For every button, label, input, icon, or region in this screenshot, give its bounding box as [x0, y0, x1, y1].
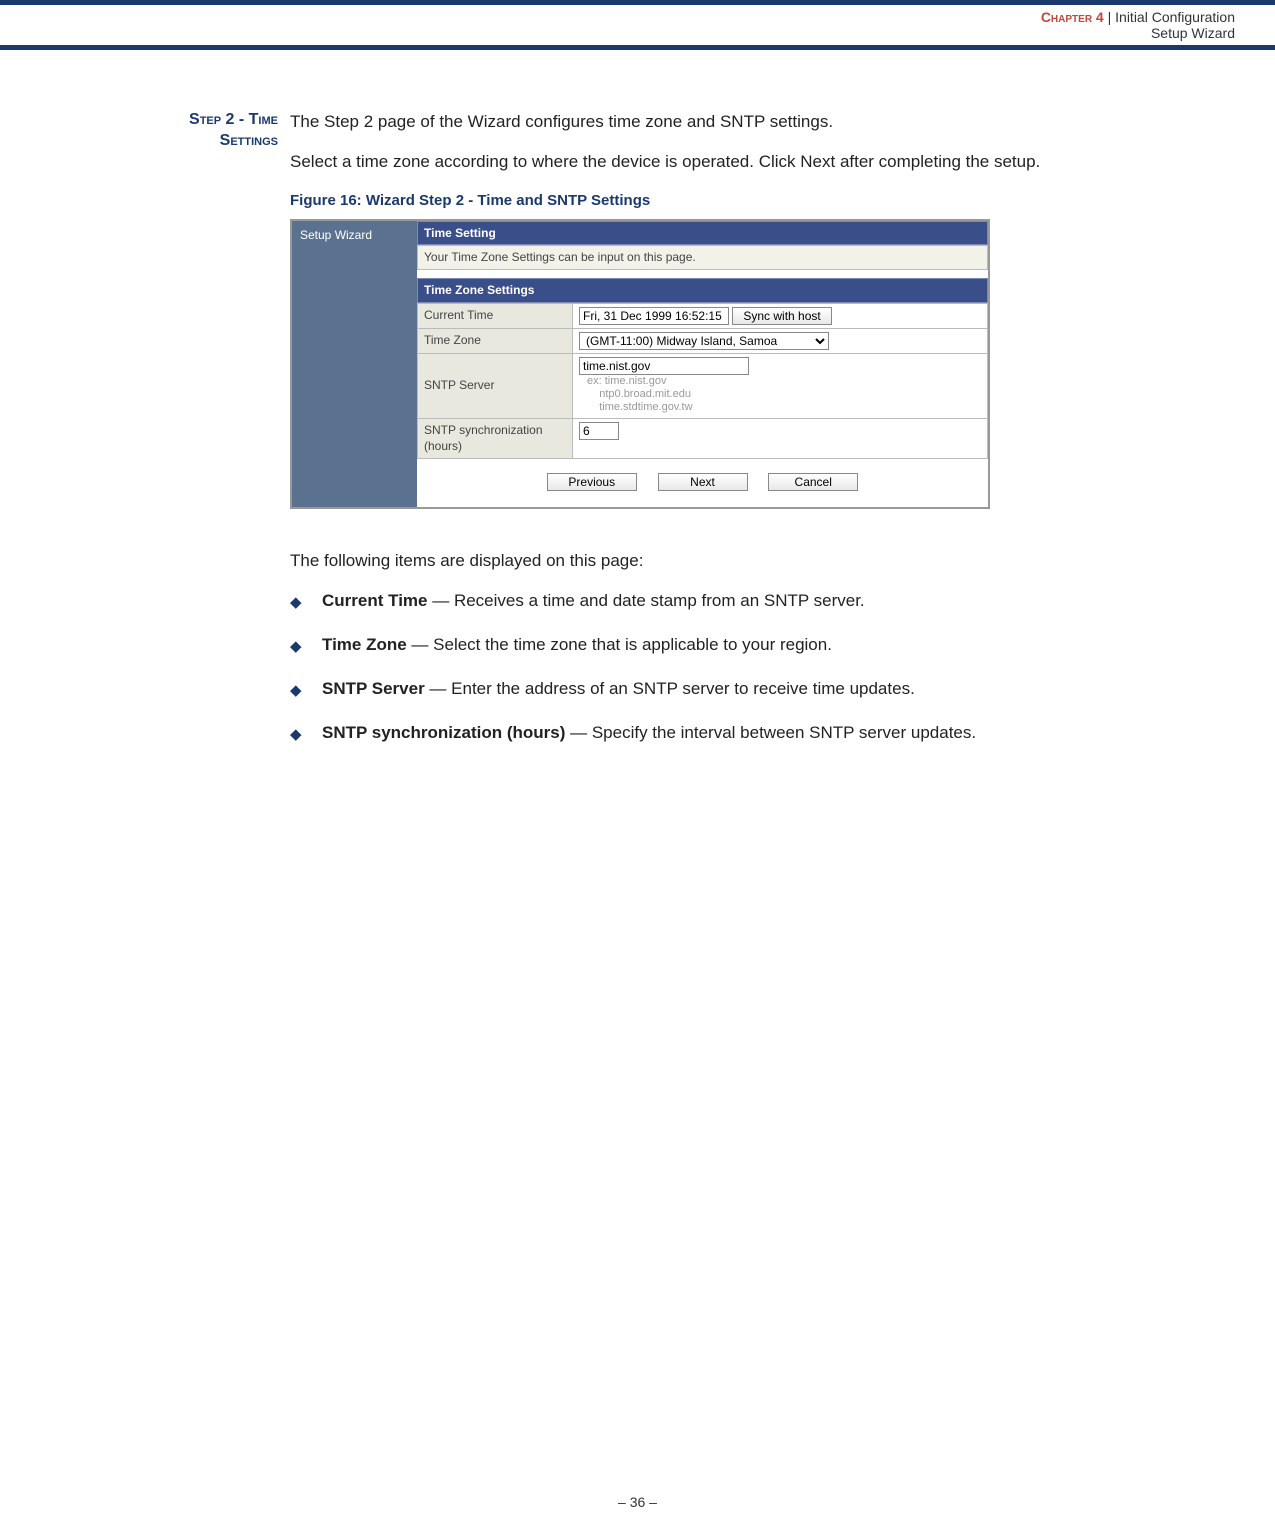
time-zone-label: Time Zone [418, 328, 573, 353]
sntp-server-label: SNTP Server [418, 353, 573, 418]
wizard-sidebar: Setup Wizard [292, 221, 417, 507]
sntp-sync-label: SNTP synchronization (hours) [418, 418, 573, 459]
item-text: SNTP synchronization (hours) — Specify t… [322, 721, 1235, 745]
diamond-bullet-icon: ◆ [290, 633, 322, 657]
settings-table: Current Time Sync with host Time Zone (G… [417, 303, 988, 459]
list-item: ◆ SNTP Server — Enter the address of an … [290, 677, 1235, 701]
content-area: Step 2 - Time Settings The Step 2 page o… [0, 50, 1275, 765]
sync-with-host-button[interactable]: Sync with host [732, 307, 831, 325]
previous-button[interactable]: Previous [547, 473, 637, 491]
diamond-bullet-icon: ◆ [290, 721, 322, 745]
side-heading-line2: Settings [220, 132, 278, 149]
diamond-bullet-icon: ◆ [290, 589, 322, 613]
wizard-button-row: Previous Next Cancel [417, 459, 988, 507]
current-time-label: Current Time [418, 303, 573, 328]
table-row: Current Time Sync with host [418, 303, 988, 328]
list-item: ◆ Time Zone — Select the time zone that … [290, 633, 1235, 657]
main-column: The Step 2 page of the Wizard configures… [290, 110, 1235, 765]
sntp-server-input[interactable] [579, 357, 749, 375]
section-side-heading: Step 2 - Time Settings [60, 110, 290, 765]
wizard-sidebar-label: Setup Wizard [300, 228, 372, 242]
list-item: ◆ Current Time — Receives a time and dat… [290, 589, 1235, 613]
chapter-separator: | [1104, 9, 1115, 25]
table-row: SNTP Server ex: time.nist.gov ntp0.broad… [418, 353, 988, 418]
time-zone-settings-header: Time Zone Settings [417, 278, 988, 303]
intro-paragraph-2: Select a time zone according to where th… [290, 150, 1235, 174]
item-text: Time Zone — Select the time zone that is… [322, 633, 1235, 657]
list-item: ◆ SNTP synchronization (hours) — Specify… [290, 721, 1235, 745]
wizard-main: Time Setting Your Time Zone Settings can… [417, 221, 988, 507]
next-button[interactable]: Next [658, 473, 748, 491]
chapter-title: Initial Configuration [1115, 9, 1235, 25]
current-time-input[interactable] [579, 307, 729, 325]
time-zone-select[interactable]: (GMT-11:00) Midway Island, Samoa [579, 332, 829, 350]
time-setting-header: Time Setting [417, 221, 988, 246]
time-setting-desc: Your Time Zone Settings can be input on … [417, 245, 988, 270]
side-heading-line1: Step 2 - Time [189, 111, 278, 128]
cancel-button[interactable]: Cancel [768, 473, 858, 491]
wizard-screenshot: Setup Wizard Time Setting Your Time Zone… [290, 219, 990, 509]
intro-paragraph-1: The Step 2 page of the Wizard configures… [290, 110, 1235, 134]
chapter-label: Chapter 4 [1041, 9, 1104, 25]
items-intro: The following items are displayed on thi… [290, 549, 1235, 573]
table-row: SNTP synchronization (hours) [418, 418, 988, 459]
diamond-bullet-icon: ◆ [290, 677, 322, 701]
item-text: SNTP Server — Enter the address of an SN… [322, 677, 1235, 701]
item-list: ◆ Current Time — Receives a time and dat… [290, 589, 1235, 745]
sntp-server-hint: ex: time.nist.gov ntp0.broad.mit.edu tim… [579, 375, 981, 415]
table-row: Time Zone (GMT-11:00) Midway Island, Sam… [418, 328, 988, 353]
sntp-sync-input[interactable] [579, 422, 619, 440]
chapter-subtitle: Setup Wizard [0, 25, 1235, 41]
item-text: Current Time — Receives a time and date … [322, 589, 1235, 613]
figure-caption: Figure 16: Wizard Step 2 - Time and SNTP… [290, 190, 1235, 211]
page-footer: – 36 – [0, 1494, 1275, 1510]
page-header: Chapter 4 | Initial Configuration Setup … [0, 0, 1275, 50]
